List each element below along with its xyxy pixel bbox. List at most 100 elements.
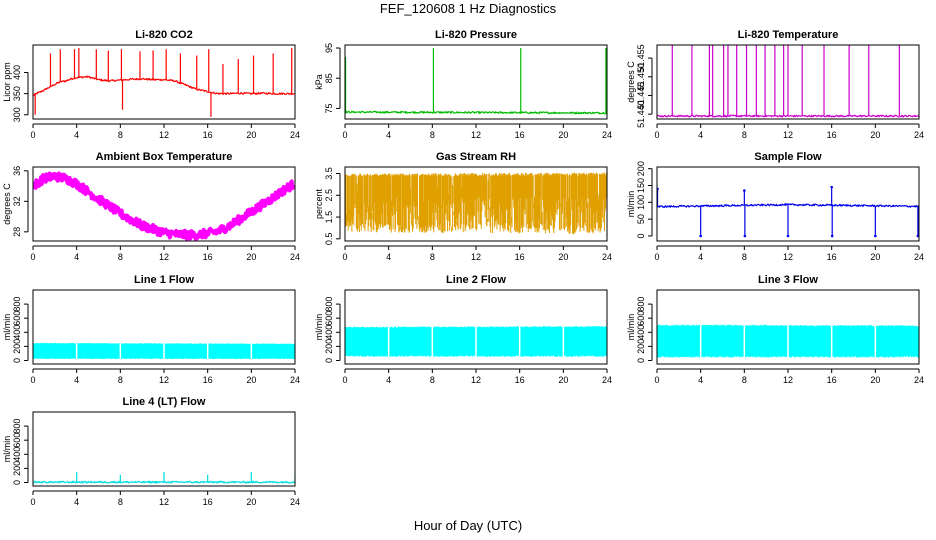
x-tick-label: 4 <box>698 130 703 140</box>
x-tick-label: 12 <box>783 375 793 385</box>
y-tick-label: 800 <box>636 297 646 312</box>
x-tick-label: 20 <box>870 130 880 140</box>
plot-area <box>33 471 295 484</box>
panel-ambient-box-temp: Ambient Box Temperature degrees C 0 4 8 12 16 2… <box>2 151 300 262</box>
x-tick-label: 24 <box>290 497 300 507</box>
y-tick-label: 3.5 <box>324 167 334 180</box>
y-tick-label: 400 <box>12 447 22 462</box>
plot-frame <box>656 44 920 120</box>
data-point <box>786 234 790 238</box>
x-tick-label: 4 <box>74 375 79 385</box>
panel-title: Line 2 Flow <box>446 274 506 286</box>
x-tick-label: 4 <box>698 252 703 262</box>
plot-frame <box>344 289 608 365</box>
y-tick-label: 800 <box>12 297 22 312</box>
x-tick-label: 16 <box>515 252 525 262</box>
x-tick-label: 8 <box>430 130 435 140</box>
y-tick-label: 0 <box>324 358 334 363</box>
y-tick-label: 51.445 <box>636 82 646 110</box>
panel-title: Li-820 Pressure <box>435 29 517 41</box>
x-tick-label: 24 <box>914 130 924 140</box>
y-tick-label: 200 <box>12 339 22 354</box>
y-tick-label: 0.5 <box>324 233 334 246</box>
y-tick-label: 0 <box>636 358 646 363</box>
y-axis-label: ml/min <box>626 314 636 341</box>
data-point <box>830 185 833 189</box>
data-point <box>743 189 746 192</box>
x-tick-label: 24 <box>914 375 924 385</box>
panel-title: Gas Stream RH <box>436 151 516 163</box>
x-tick-label: 24 <box>290 375 300 385</box>
x-tick-label: 0 <box>342 375 347 385</box>
x-tick-label: 12 <box>159 497 169 507</box>
x-tick-label: 0 <box>30 130 35 140</box>
y-axis-label: degrees C <box>626 61 636 103</box>
y-tick-label: 600 <box>324 311 334 326</box>
panel-title: Ambient Box Temperature <box>96 151 233 163</box>
y-tick-label: 50 <box>636 214 646 224</box>
x-tick-label: 16 <box>515 375 525 385</box>
panel-title: Li-820 CO2 <box>135 29 192 41</box>
data-point <box>916 234 919 238</box>
x-tick-label: 20 <box>246 130 256 140</box>
plot-area <box>657 322 919 360</box>
y-axis-label: ml/min <box>626 191 636 218</box>
y-tick-label: 100 <box>636 195 646 210</box>
y-tick-label: 2.5 <box>324 189 334 202</box>
y-tick-label: 85 <box>324 73 334 83</box>
x-tick-label: 20 <box>558 375 568 385</box>
x-tick-label: 0 <box>30 497 35 507</box>
x-tick-label: 20 <box>870 252 880 262</box>
plot-area <box>657 185 919 238</box>
panel-title: Line 4 (LT) Flow <box>123 396 206 408</box>
plot-area <box>33 171 295 241</box>
panel-title: Line 3 Flow <box>758 274 818 286</box>
x-tick-label: 8 <box>430 252 435 262</box>
y-tick-label: 300 <box>12 107 22 122</box>
panel-licor-temperature: Li-820 Temperature degrees C 0 4 8 12 16 20 24 51… <box>626 29 924 140</box>
plot-area <box>657 45 919 118</box>
x-tick-label: 20 <box>246 252 256 262</box>
x-tick-label: 8 <box>742 375 747 385</box>
x-tick-label: 4 <box>386 252 391 262</box>
y-tick-label: 400 <box>324 325 334 340</box>
data-point <box>830 234 834 238</box>
panel-gas-stream-rh: Gas Stream RH percent 0 4 8 12 16 20 24 0.5 1.5 2.5… <box>314 151 612 262</box>
x-tick-label: 16 <box>203 375 213 385</box>
x-tick-label: 16 <box>827 252 837 262</box>
y-tick-label: 32 <box>12 196 22 206</box>
y-axis-label: ml/min <box>2 436 12 463</box>
x-tick-label: 0 <box>654 130 659 140</box>
y-tick-label: 0 <box>12 480 22 485</box>
y-tick-label: 600 <box>12 433 22 448</box>
y-tick-label: 400 <box>12 325 22 340</box>
plot-area <box>33 47 295 117</box>
y-axis-label: Licor ppm <box>2 62 12 102</box>
plot-frame <box>344 166 608 242</box>
x-tick-label: 16 <box>203 497 213 507</box>
data-point <box>874 234 877 238</box>
panel-line3-flow: Line 3 Flow ml/min 0 4 8 12 16 20 24 0 20040060080… <box>626 274 924 385</box>
x-tick-label: 12 <box>159 130 169 140</box>
y-tick-label: 36 <box>12 166 22 176</box>
plot-frame <box>32 289 296 365</box>
x-tick-label: 20 <box>870 375 880 385</box>
x-tick-label: 0 <box>654 252 659 262</box>
panel-line4-flow: Line 4 (LT) Flow ml/min 0 4 8 12 16 20 24 0 200400… <box>2 396 300 507</box>
x-tick-label: 12 <box>159 375 169 385</box>
y-axis-label: ml/min <box>314 314 324 341</box>
x-tick-label: 12 <box>471 252 481 262</box>
plot-frame <box>656 289 920 365</box>
x-tick-label: 20 <box>246 375 256 385</box>
plot-frame <box>32 44 296 120</box>
y-tick-label: 0 <box>12 358 22 363</box>
y-axis-label: kPa <box>314 74 324 90</box>
x-tick-label: 24 <box>602 252 612 262</box>
x-tick-label: 0 <box>342 130 347 140</box>
x-tick-label: 8 <box>742 130 747 140</box>
x-tick-label: 20 <box>246 497 256 507</box>
x-tick-label: 8 <box>118 375 123 385</box>
x-tick-label: 0 <box>342 252 347 262</box>
plot-area <box>345 48 607 115</box>
